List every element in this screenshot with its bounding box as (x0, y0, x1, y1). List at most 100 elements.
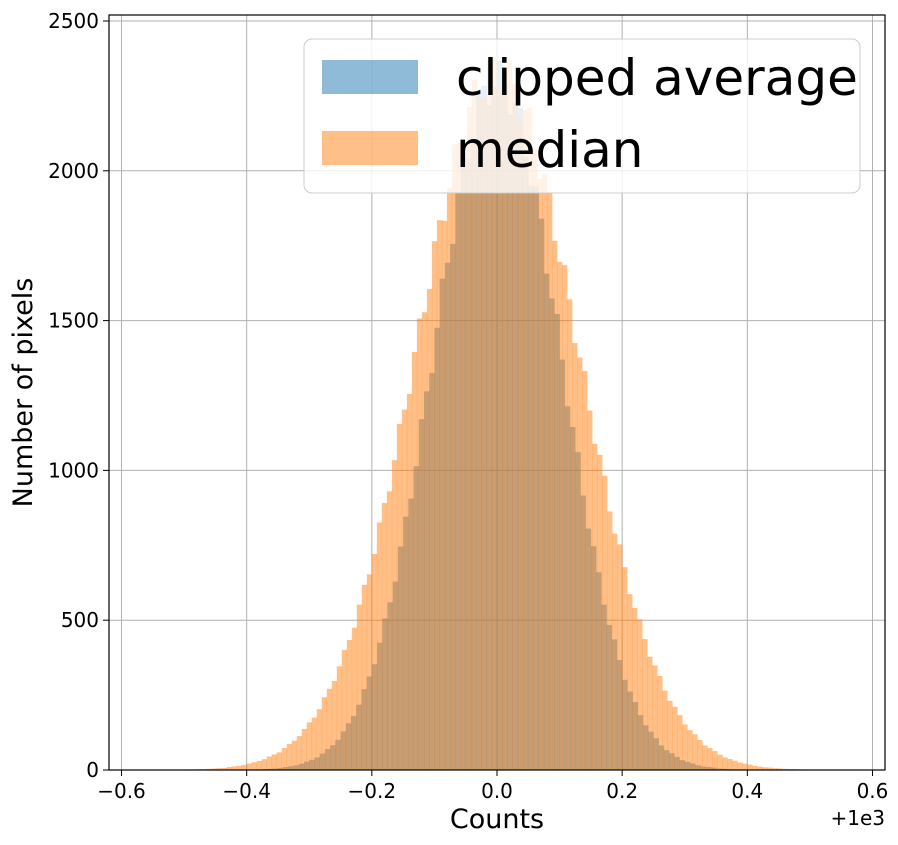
histogram-bar (662, 690, 668, 770)
histogram-bar (507, 60, 513, 771)
y-tick-label: 1500 (48, 309, 99, 333)
histogram-bar (471, 79, 478, 770)
histogram-bar (722, 757, 728, 770)
histogram-bar (657, 675, 663, 770)
histogram-bar (491, 58, 498, 770)
histogram-bar (697, 740, 703, 770)
histogram-bar (316, 709, 323, 770)
y-tick-label: 2500 (48, 9, 99, 33)
histogram-bar (456, 142, 463, 770)
histogram-bar (446, 188, 453, 770)
histogram-bar (211, 768, 217, 770)
axis-ticks: −0.6 −0.4 −0.2 0.0 0.2 0.4 0.6 0 500 1000 1500 2000… (48, 9, 888, 803)
histogram-bar (667, 700, 673, 770)
y-tick-label: 0 (86, 758, 99, 782)
histogram-bar (426, 289, 433, 770)
histogram-bar (682, 724, 688, 770)
x-tick-label: 0.2 (606, 779, 638, 803)
histogram-bar (436, 220, 443, 771)
histogram-bar (486, 60, 493, 770)
histogram-bar (286, 743, 293, 770)
histogram-bar (311, 717, 318, 770)
histogram-bar (652, 665, 658, 770)
histogram-bar (737, 762, 743, 770)
histogram-bar (732, 760, 738, 770)
y-axis-label: Number of pixels (8, 278, 39, 508)
histogram-bar (226, 767, 232, 770)
x-tick-label: 0.6 (857, 779, 889, 803)
legend-label-clipped-average: clipped average (456, 49, 858, 107)
x-tick-label: −0.4 (222, 779, 271, 803)
x-tick-label: −0.2 (348, 779, 397, 803)
histogram-bar (617, 544, 623, 770)
y-tick-label: 2000 (48, 159, 99, 183)
histogram-bar (276, 752, 283, 770)
histogram-bar (416, 318, 423, 770)
histogram-bar (587, 410, 593, 770)
histogram-bar (301, 728, 308, 770)
histogram-bar (747, 764, 753, 770)
histogram-bar (572, 343, 578, 770)
histogram-bar (216, 768, 222, 770)
histogram-bar (522, 109, 528, 771)
y-tick-label: 500 (61, 608, 99, 632)
histogram-bar (326, 688, 333, 770)
histogram-bar (306, 722, 313, 770)
histogram-bar (401, 409, 408, 770)
histogram-bar (752, 765, 758, 770)
histogram-bar (376, 522, 383, 770)
histogram-bar (512, 84, 518, 771)
histogram-bar (481, 97, 488, 771)
histogram-bar (441, 220, 448, 770)
histogram-bar (271, 754, 278, 770)
histogram-bar (777, 768, 783, 770)
histogram-bar (642, 639, 648, 770)
histogram-bar (637, 619, 643, 770)
histogram-bar (281, 748, 288, 770)
histogram-bar (627, 594, 633, 770)
histogram-bar (582, 370, 588, 770)
histogram-bar (266, 756, 273, 770)
histogram-bar (517, 118, 523, 770)
histogram-bar (772, 768, 778, 770)
histogram-bar (527, 107, 533, 770)
x-axis-offset-label: +1e3 (830, 806, 885, 830)
histogram-bar (562, 265, 568, 770)
histogram-bar (717, 754, 723, 770)
histogram-bar (431, 241, 438, 771)
histogram-bar (296, 736, 303, 770)
histogram-bar (461, 145, 468, 771)
histogram-bar (557, 261, 563, 770)
x-tick-label: −0.6 (97, 779, 146, 803)
legend: clipped average median (303, 38, 861, 194)
legend-swatch-clipped-average (322, 60, 418, 94)
histogram-bar (502, 83, 508, 770)
histogram-bar (476, 97, 483, 770)
histogram-bar (321, 697, 328, 770)
histogram-bar (692, 734, 698, 770)
histogram-bar (451, 144, 458, 770)
histogram-bar (577, 357, 583, 770)
histogram-bar (386, 491, 393, 770)
x-tick-label: 0.0 (481, 779, 513, 803)
histogram-bar (547, 192, 553, 770)
histogram-bar (261, 759, 268, 770)
histogram-bar (727, 758, 733, 770)
x-tick-label: 0.4 (731, 779, 763, 803)
histogram-bar (421, 312, 428, 770)
histogram-bar (341, 649, 348, 770)
histogram-bar (231, 766, 237, 770)
histogram-bar (592, 443, 598, 770)
histogram-bar (381, 503, 388, 770)
bars (166, 58, 828, 771)
histogram-bar (762, 767, 768, 770)
histogram-bar (466, 106, 473, 771)
histogram-bar (371, 553, 378, 770)
histogram-bar (687, 730, 693, 770)
histogram-bar (246, 763, 252, 770)
histogram-bar (406, 393, 413, 770)
histogram-bar (366, 574, 373, 770)
histogram-bar (712, 751, 718, 770)
histogram-bar (767, 767, 773, 770)
